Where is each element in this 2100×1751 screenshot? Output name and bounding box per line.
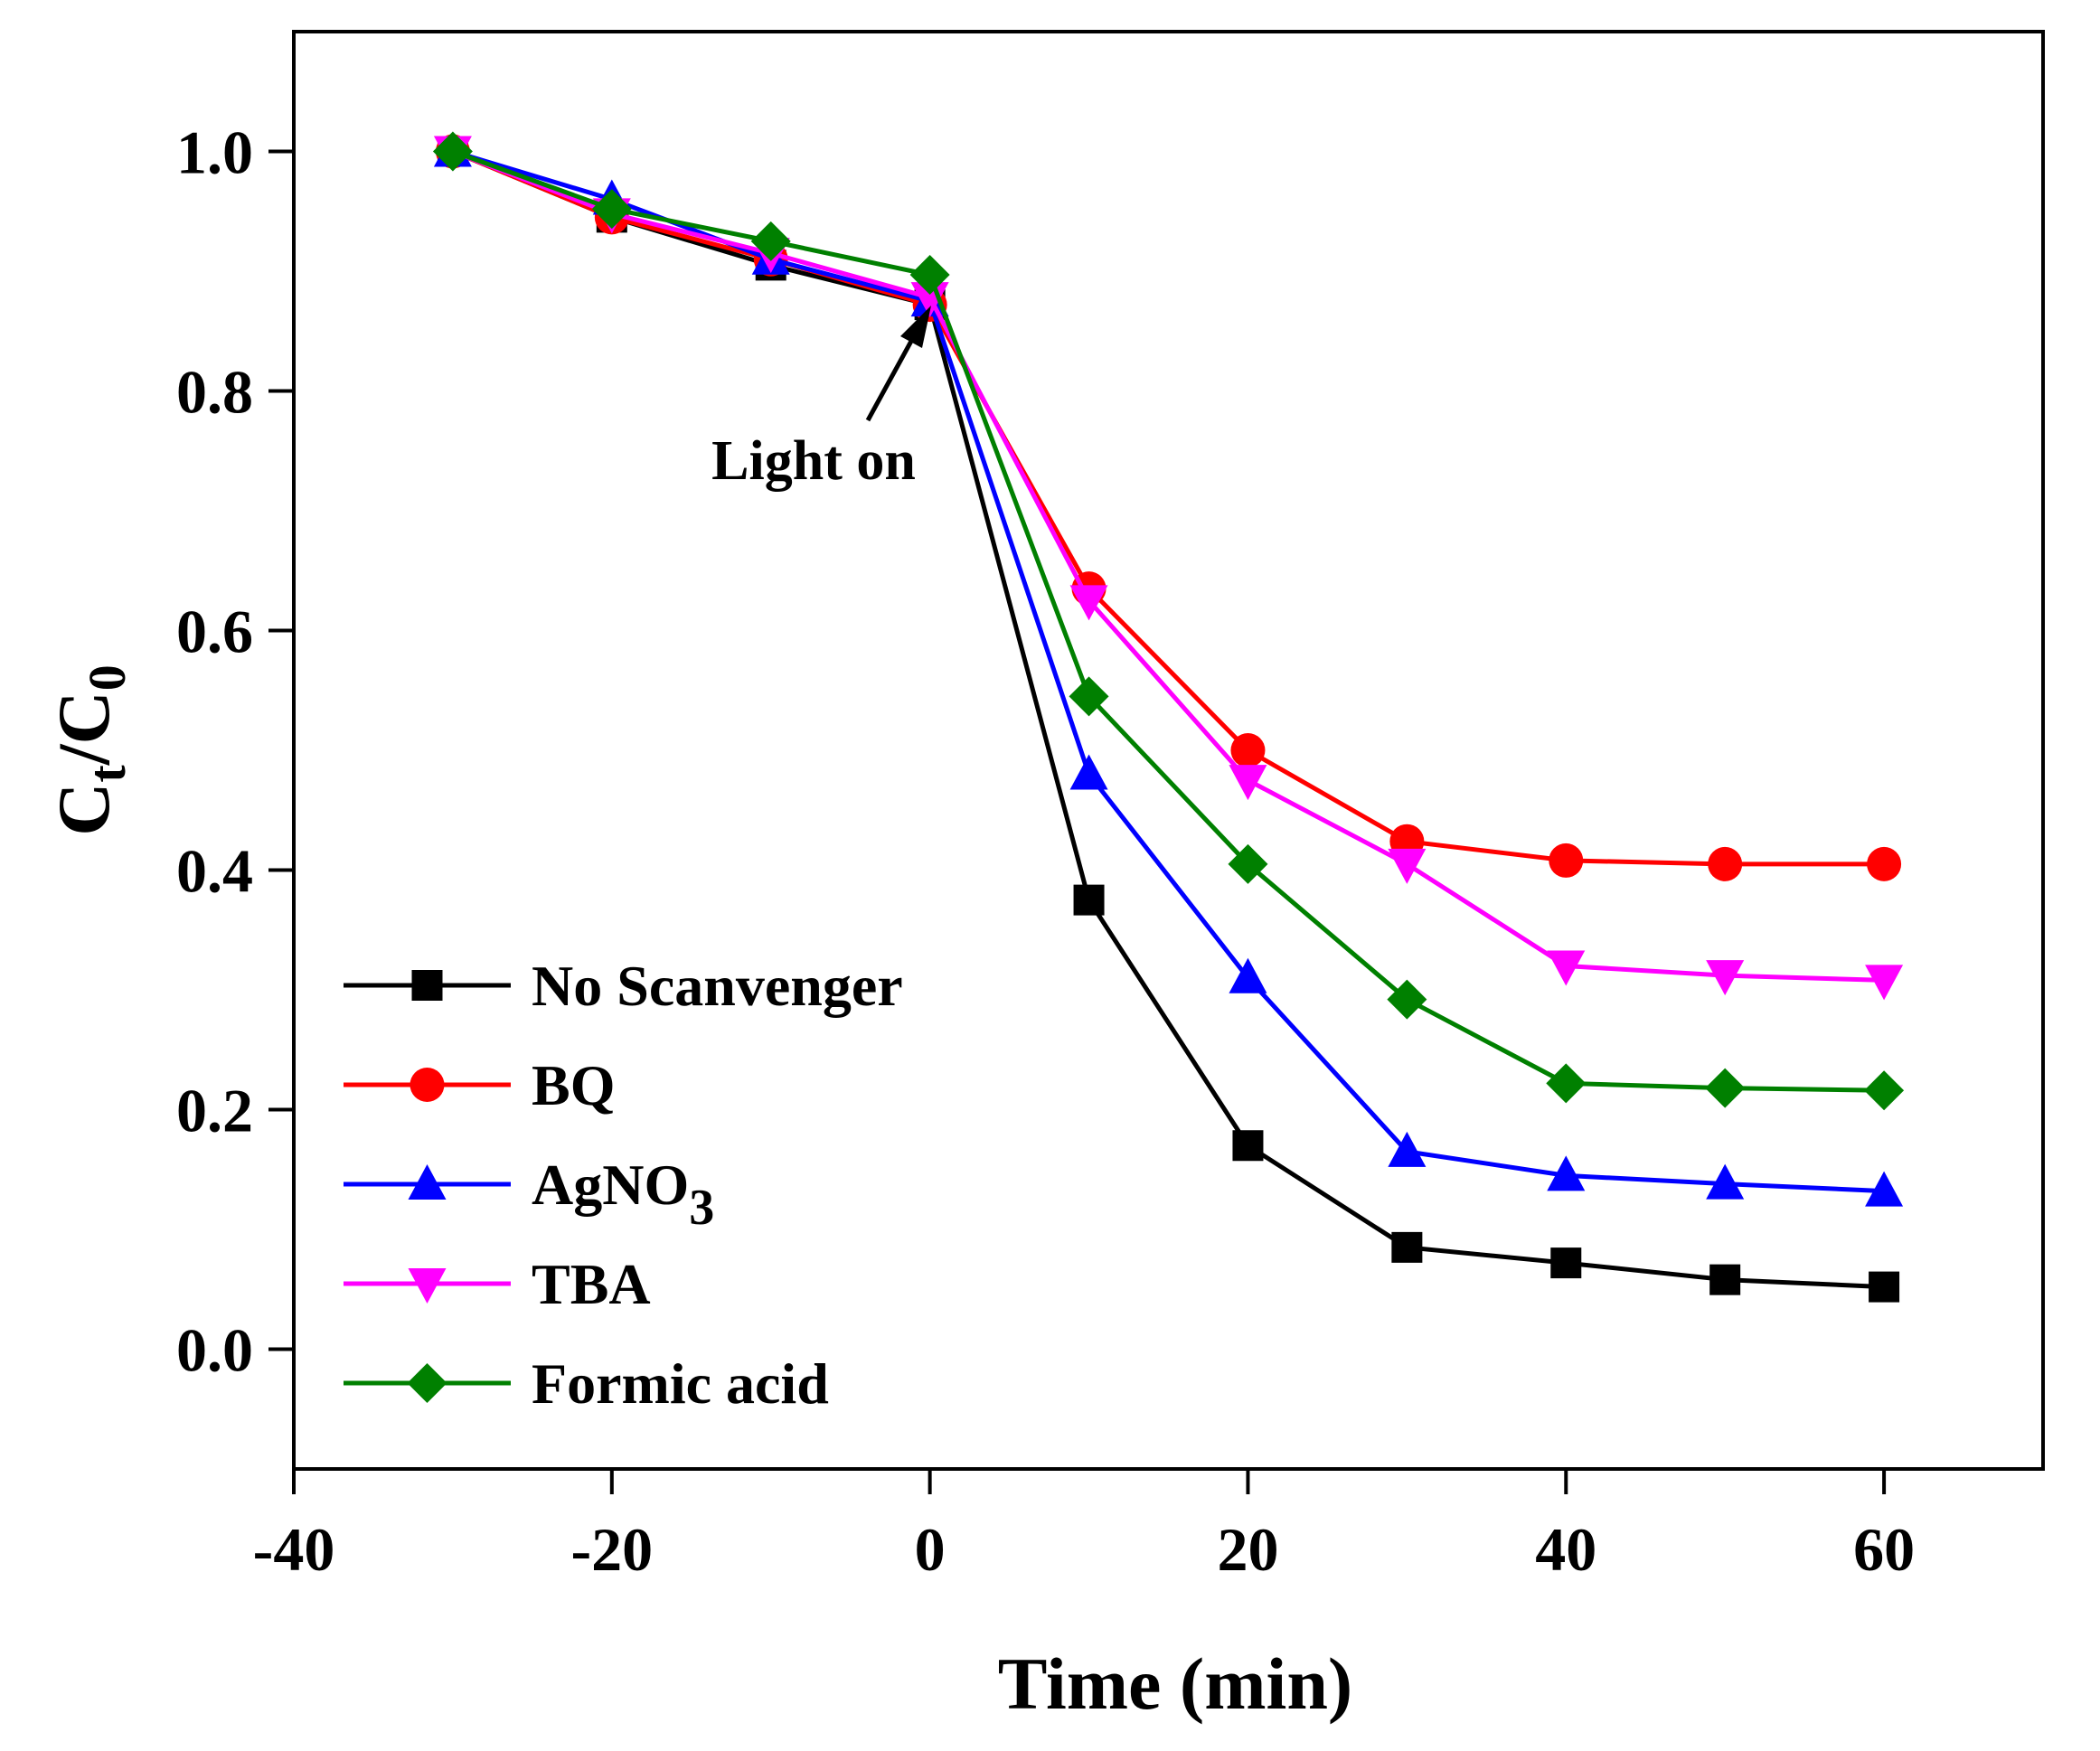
data-point xyxy=(1865,1171,1904,1207)
data-point xyxy=(909,254,950,295)
x-tick-label: 0 xyxy=(915,1515,946,1584)
data-point xyxy=(1388,848,1427,884)
legend-label: TBA xyxy=(532,1252,651,1316)
x-tick-label: -40 xyxy=(253,1515,335,1584)
data-point xyxy=(910,282,949,318)
data-point xyxy=(1708,846,1743,881)
series-layer xyxy=(432,131,1905,1303)
data-point xyxy=(1387,979,1427,1020)
data-point xyxy=(1069,754,1108,790)
y-tick-label: 0.6 xyxy=(176,598,253,666)
x-tick-label: -20 xyxy=(570,1515,653,1584)
legend-marker xyxy=(408,1164,447,1200)
y-axis-title-c: C xyxy=(42,783,125,836)
data-point xyxy=(1073,884,1105,916)
series-line xyxy=(452,149,1885,1093)
data-point xyxy=(1546,1063,1587,1104)
data-point xyxy=(1229,957,1267,993)
data-point xyxy=(1069,676,1109,717)
data-point xyxy=(1867,846,1902,881)
annotation-arrowhead xyxy=(900,306,931,348)
legend-item: BQ xyxy=(344,1053,615,1117)
legend-marker xyxy=(411,970,443,1001)
data-point xyxy=(1547,950,1586,986)
annotation: Light on xyxy=(711,306,931,492)
data-point xyxy=(1865,965,1904,1001)
data-point xyxy=(1391,1231,1423,1263)
data-point xyxy=(1550,1247,1582,1279)
legend-item: TBA xyxy=(344,1252,651,1316)
legend-item: AgNO3 xyxy=(344,1153,714,1236)
y-axis-title-sub-t: t xyxy=(78,765,137,783)
data-point xyxy=(1549,843,1584,878)
data-point xyxy=(1709,1264,1741,1295)
data-point xyxy=(1228,843,1268,884)
y-tick-label: 1.0 xyxy=(176,118,253,187)
data-point xyxy=(750,221,791,261)
series-triangle-down xyxy=(433,136,1904,1001)
legend: No Scanvenger BQ AgNO3 TBA Formic acid xyxy=(344,954,903,1416)
legend-marker xyxy=(408,1268,447,1304)
data-point xyxy=(432,131,473,172)
data-point xyxy=(1230,733,1266,767)
data-point xyxy=(1547,1155,1586,1191)
series-line xyxy=(451,149,1885,983)
y-tick-label: 0.4 xyxy=(176,837,253,906)
y-axis-title: Ct/C0 xyxy=(42,664,137,836)
y-axis-title-c0: C xyxy=(42,691,125,744)
svg-text:Ct/C0: Ct/C0 xyxy=(42,664,137,836)
y-axis-title-sub-0: 0 xyxy=(78,664,137,691)
data-point xyxy=(1869,1271,1900,1303)
y-tick-label: 0.2 xyxy=(176,1077,253,1145)
legend-item: No Scanvenger xyxy=(344,954,903,1018)
legend-marker xyxy=(407,1363,447,1403)
series-line xyxy=(452,149,1885,1194)
series-circle xyxy=(435,134,1902,881)
data-point xyxy=(1705,1068,1746,1108)
legend-label: AgNO3 xyxy=(532,1153,714,1236)
data-point xyxy=(1232,1130,1264,1162)
data-point xyxy=(1706,1163,1745,1200)
annotation-arrow-line xyxy=(865,333,918,422)
x-axis: -40 -20 0 20 40 60 xyxy=(253,1469,1915,1584)
data-point xyxy=(1706,960,1745,996)
y-tick-label: 0.0 xyxy=(176,1316,253,1385)
legend-label: BQ xyxy=(532,1053,615,1117)
annotation-light-on: Light on xyxy=(711,430,916,492)
y-axis: 0.0 0.2 0.4 0.6 0.8 1.0 xyxy=(176,118,294,1385)
series-diamond xyxy=(432,131,1905,1111)
x-tick-label: 60 xyxy=(1853,1515,1915,1584)
data-point xyxy=(591,189,632,230)
y-axis-title-slash: / xyxy=(42,743,125,766)
data-point xyxy=(1388,1131,1427,1167)
legend-label: Formic acid xyxy=(532,1351,829,1416)
data-point xyxy=(1864,1070,1905,1111)
series-square xyxy=(437,136,1900,1303)
plot-frame xyxy=(292,30,2045,1471)
series-line xyxy=(451,149,1885,1290)
x-tick-label: 20 xyxy=(1217,1515,1278,1584)
x-tick-label: 40 xyxy=(1535,1515,1596,1584)
series-line xyxy=(451,149,1885,867)
legend-label: No Scanvenger xyxy=(532,954,903,1018)
y-tick-label: 0.8 xyxy=(176,358,253,427)
x-axis-title: Time (min) xyxy=(998,1643,1353,1725)
data-point xyxy=(1229,765,1267,801)
legend-item: Formic acid xyxy=(344,1351,829,1416)
legend-marker xyxy=(410,1068,445,1102)
data-point xyxy=(1069,585,1108,621)
